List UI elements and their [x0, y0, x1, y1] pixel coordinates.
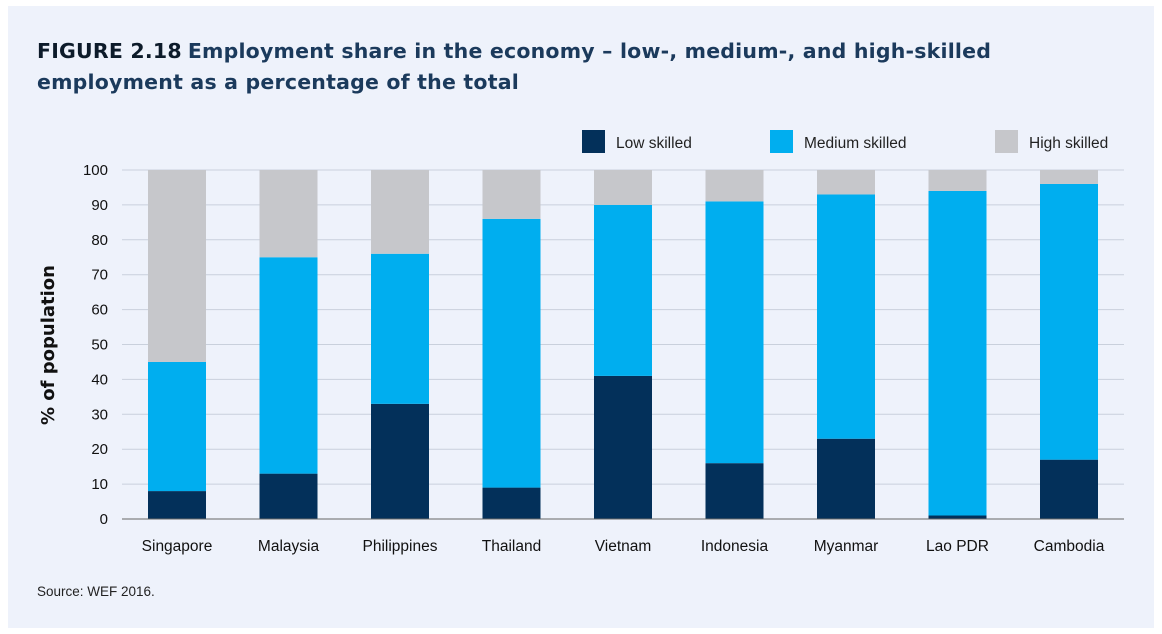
legend-label-medium: Medium skilled — [804, 135, 907, 152]
x-category-label: Lao PDR — [926, 538, 989, 555]
y-tick-label: 100 — [83, 162, 108, 179]
bar-medium-skilled — [928, 190, 987, 516]
y-tick-label: 90 — [91, 197, 108, 214]
bar-medium-skilled — [1040, 183, 1098, 460]
bar-high-skilled — [817, 170, 875, 195]
y-tick-label: 20 — [91, 441, 108, 458]
bar-group-thailand — [482, 170, 541, 519]
figure-title-text: Employment share in the economy – low-, … — [37, 39, 992, 94]
bar-group-malaysia — [259, 170, 318, 519]
bar-high-skilled — [1040, 170, 1098, 184]
bar-medium-skilled — [817, 194, 875, 439]
bar-medium-skilled — [371, 253, 429, 404]
bar-medium-skilled — [705, 201, 764, 464]
bars — [148, 170, 1098, 519]
legend-label-low: Low skilled — [616, 135, 692, 152]
x-category-label: Vietnam — [595, 538, 652, 555]
y-tick-label: 30 — [91, 406, 108, 423]
x-category-label: Thailand — [482, 538, 541, 555]
bar-group-myanmar — [817, 170, 875, 519]
legend: Low skilled Medium skilled High skilled — [582, 130, 1108, 153]
x-category-label: Indonesia — [701, 538, 769, 555]
x-category-label: Singapore — [142, 538, 213, 555]
legend-label-high: High skilled — [1029, 135, 1108, 152]
bar-group-indonesia — [705, 170, 764, 519]
bar-low-skilled — [928, 515, 987, 519]
bar-high-skilled — [928, 170, 987, 191]
y-tick-label: 0 — [100, 511, 108, 528]
bar-low-skilled — [594, 375, 652, 519]
bar-high-skilled — [482, 170, 541, 219]
bar-group-lao-pdr — [928, 170, 987, 519]
bar-medium-skilled — [482, 218, 541, 488]
y-tick-label: 80 — [91, 232, 108, 249]
x-category-label: Malaysia — [258, 538, 320, 555]
bar-low-skilled — [705, 463, 764, 519]
y-axis-ticks: 0 10 20 30 40 50 60 70 80 90 100 — [83, 162, 108, 528]
x-category-label: Philippines — [363, 538, 438, 555]
bar-medium-skilled — [259, 257, 318, 474]
bar-low-skilled — [259, 473, 318, 519]
bar-medium-skilled — [148, 361, 206, 492]
legend-swatch-low — [582, 130, 605, 153]
legend-swatch-medium — [770, 130, 793, 153]
bar-group-philippines — [371, 170, 429, 519]
x-category-label: Myanmar — [814, 538, 879, 555]
bar-high-skilled — [594, 170, 652, 205]
x-category-label: Cambodia — [1034, 538, 1105, 555]
bar-high-skilled — [705, 170, 764, 202]
bar-group-cambodia — [1040, 170, 1098, 519]
y-tick-label: 50 — [91, 337, 108, 354]
y-tick-label: 60 — [91, 302, 108, 319]
bar-medium-skilled — [594, 204, 652, 376]
source-note: Source: WEF 2016. — [37, 584, 155, 599]
y-tick-label: 40 — [91, 371, 108, 388]
bar-low-skilled — [148, 491, 206, 519]
bar-group-singapore — [148, 170, 206, 519]
y-axis-label: % of population — [38, 265, 59, 425]
bar-low-skilled — [371, 403, 429, 519]
figure-number: FIGURE 2.18 — [37, 39, 182, 63]
figure-title: FIGURE 2.18 Employment share in the econo… — [37, 36, 1047, 98]
bar-high-skilled — [371, 170, 429, 254]
y-tick-label: 70 — [91, 267, 108, 284]
x-axis-categories: Singapore Malaysia Philippines Thailand Viet… — [142, 538, 1105, 555]
bar-group-vietnam — [594, 170, 652, 519]
bar-low-skilled — [817, 438, 875, 519]
legend-swatch-high — [995, 130, 1018, 153]
y-tick-label: 10 — [91, 476, 108, 493]
bar-low-skilled — [1040, 459, 1098, 519]
bar-low-skilled — [482, 487, 541, 519]
bar-high-skilled — [148, 170, 206, 362]
bar-high-skilled — [259, 170, 318, 258]
